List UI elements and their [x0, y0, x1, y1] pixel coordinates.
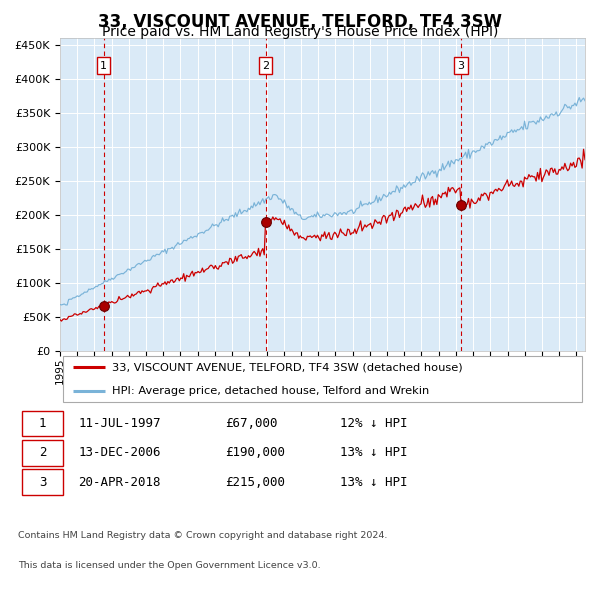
Text: 3: 3	[458, 61, 464, 71]
Text: 33, VISCOUNT AVENUE, TELFORD, TF4 3SW: 33, VISCOUNT AVENUE, TELFORD, TF4 3SW	[98, 13, 502, 31]
Text: This data is licensed under the Open Government Licence v3.0.: This data is licensed under the Open Gov…	[18, 560, 320, 569]
Text: HPI: Average price, detached house, Telford and Wrekin: HPI: Average price, detached house, Telf…	[113, 386, 430, 396]
Text: 11-JUL-1997: 11-JUL-1997	[78, 417, 161, 430]
Text: 3: 3	[39, 476, 46, 489]
Text: 13-DEC-2006: 13-DEC-2006	[78, 446, 161, 460]
Text: 12% ↓ HPI: 12% ↓ HPI	[340, 417, 408, 430]
Text: £215,000: £215,000	[225, 476, 285, 489]
Text: 2: 2	[39, 446, 46, 460]
Text: 1: 1	[39, 417, 46, 430]
FancyBboxPatch shape	[22, 440, 63, 466]
Text: 13% ↓ HPI: 13% ↓ HPI	[340, 446, 408, 460]
Text: 2: 2	[262, 61, 269, 71]
Text: 13% ↓ HPI: 13% ↓ HPI	[340, 476, 408, 489]
Text: Contains HM Land Registry data © Crown copyright and database right 2024.: Contains HM Land Registry data © Crown c…	[18, 531, 387, 540]
FancyBboxPatch shape	[22, 411, 63, 437]
Text: 33, VISCOUNT AVENUE, TELFORD, TF4 3SW (detached house): 33, VISCOUNT AVENUE, TELFORD, TF4 3SW (d…	[113, 362, 463, 372]
Text: 1: 1	[100, 61, 107, 71]
Text: Price paid vs. HM Land Registry's House Price Index (HPI): Price paid vs. HM Land Registry's House …	[102, 25, 498, 40]
FancyBboxPatch shape	[22, 469, 63, 495]
Text: £67,000: £67,000	[225, 417, 278, 430]
Text: £190,000: £190,000	[225, 446, 285, 460]
Text: 20-APR-2018: 20-APR-2018	[78, 476, 161, 489]
